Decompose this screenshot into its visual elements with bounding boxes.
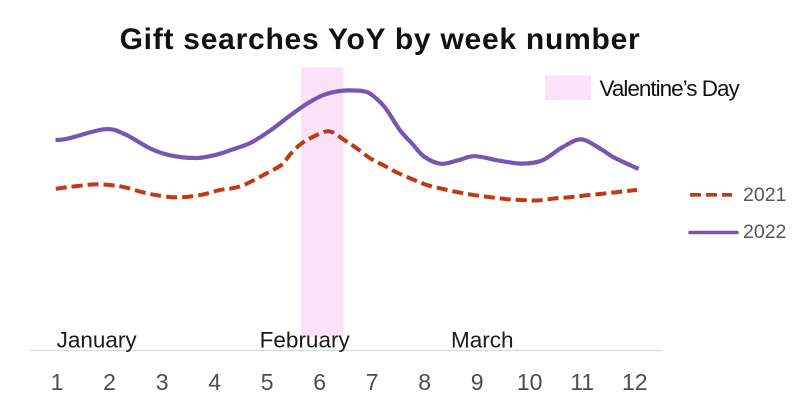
svg-text:2021: 2021 (743, 184, 786, 206)
svg-text:March: March (451, 328, 514, 353)
svg-text:5: 5 (261, 369, 274, 395)
svg-text:4: 4 (208, 369, 221, 395)
svg-text:2: 2 (103, 369, 116, 395)
svg-text:6: 6 (313, 369, 326, 395)
svg-text:10: 10 (517, 369, 543, 395)
svg-text:3: 3 (156, 369, 169, 395)
svg-text:11: 11 (570, 369, 594, 395)
svg-text:8: 8 (418, 369, 431, 395)
svg-text:1: 1 (51, 369, 64, 395)
svg-text:Valentine’s Day: Valentine’s Day (600, 76, 741, 101)
svg-text:9: 9 (471, 369, 484, 395)
svg-text:12: 12 (622, 369, 648, 395)
svg-text:February: February (260, 328, 351, 353)
svg-text:2022: 2022 (743, 221, 786, 243)
svg-text:7: 7 (366, 369, 379, 395)
svg-text:Gift searches YoY by week numb: Gift searches YoY by week number (120, 23, 641, 56)
svg-text:January: January (57, 328, 138, 353)
